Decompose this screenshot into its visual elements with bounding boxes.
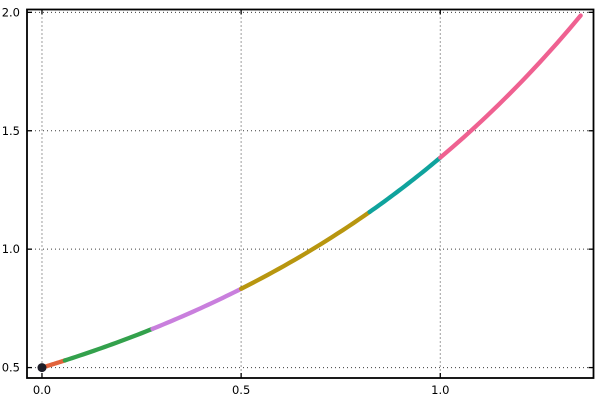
curve-segment-3: [150, 286, 244, 331]
plot-area: [27, 9, 594, 378]
x-tick-label: 0.0: [33, 383, 51, 397]
y-tick-label: 1.0: [2, 242, 20, 256]
axes-frame: [26, 8, 595, 379]
curve-segment-6: [438, 13, 583, 160]
start-point-marker: [37, 363, 47, 373]
x-tick-label: 1.0: [431, 383, 449, 397]
curve-segment-5: [367, 155, 443, 215]
y-tick-label: 1.5: [2, 124, 20, 138]
curve-segment-4: [238, 209, 372, 291]
y-tick-label: 2.0: [2, 5, 20, 19]
curve-segment-2: [62, 326, 155, 363]
y-tick-label: 0.5: [2, 361, 20, 375]
x-tick-label: 0.5: [232, 383, 250, 397]
